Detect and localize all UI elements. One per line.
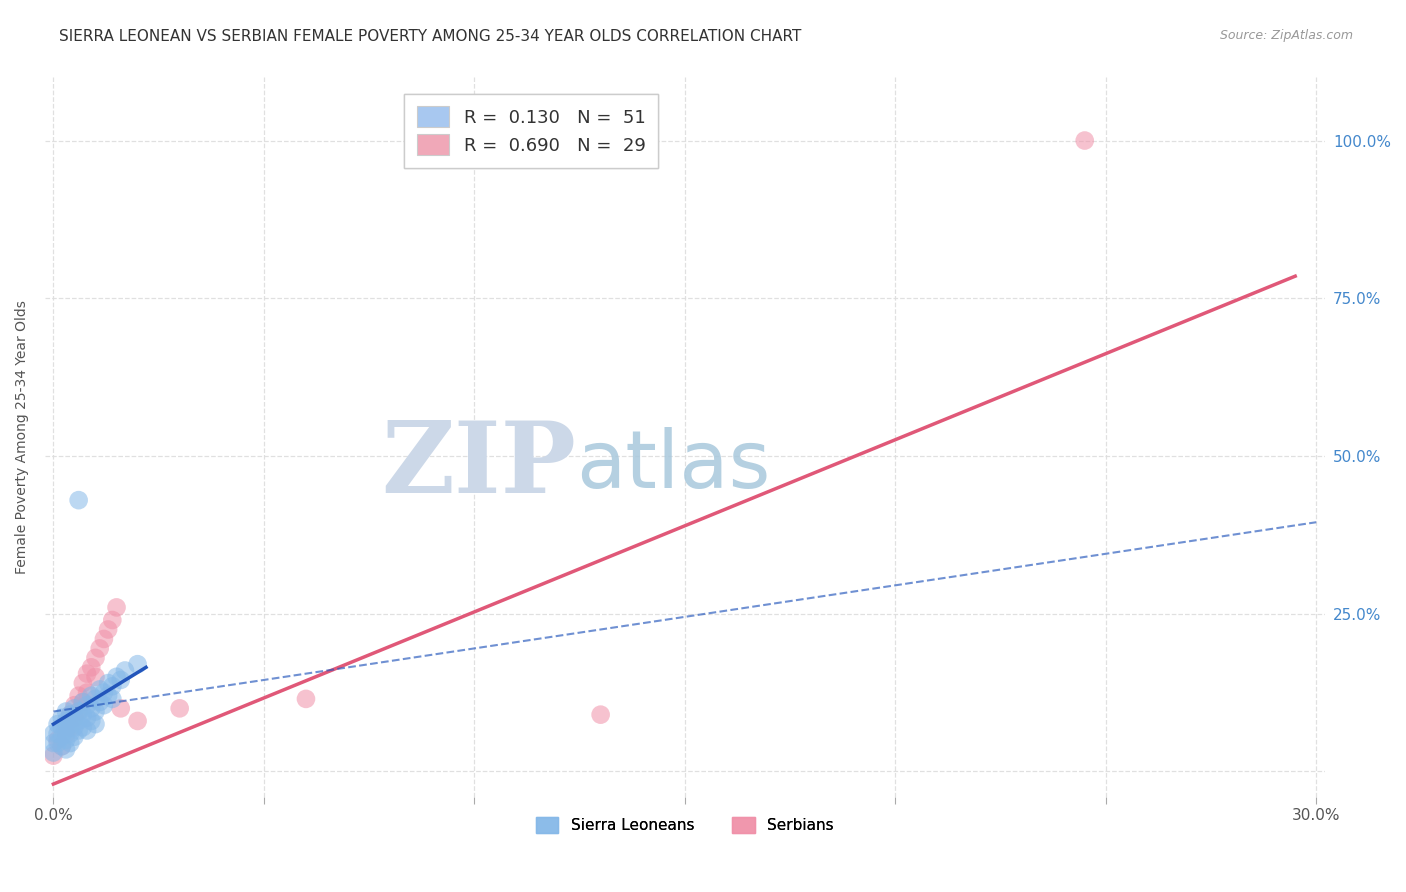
Point <box>55 705 77 719</box>
Point <box>101 692 124 706</box>
Point <box>110 701 132 715</box>
Point <box>59 707 82 722</box>
Point <box>105 600 128 615</box>
Point <box>80 660 103 674</box>
Point <box>63 701 86 715</box>
Point <box>51 739 73 754</box>
Point <box>93 685 115 699</box>
Point <box>59 717 82 731</box>
Text: ZIP: ZIP <box>381 417 576 515</box>
Point <box>84 705 107 719</box>
Point <box>127 714 149 728</box>
Point <box>93 632 115 646</box>
Point <box>89 695 111 709</box>
Point <box>55 732 77 747</box>
Point <box>46 732 69 747</box>
Point <box>63 730 86 744</box>
Point <box>51 739 73 754</box>
Point <box>101 613 124 627</box>
Point <box>97 676 120 690</box>
Point <box>72 720 94 734</box>
Text: SIERRA LEONEAN VS SERBIAN FEMALE POVERTY AMONG 25-34 YEAR OLDS CORRELATION CHART: SIERRA LEONEAN VS SERBIAN FEMALE POVERTY… <box>59 29 801 44</box>
Text: atlas: atlas <box>576 427 770 505</box>
Point <box>46 736 69 750</box>
Point <box>101 679 124 693</box>
Point <box>42 736 65 750</box>
Point <box>89 641 111 656</box>
Point <box>59 707 82 722</box>
Point <box>84 651 107 665</box>
Point <box>59 720 82 734</box>
Point <box>80 701 103 715</box>
Point <box>72 707 94 722</box>
Point <box>114 664 136 678</box>
Point <box>59 726 82 740</box>
Point <box>59 736 82 750</box>
Point <box>63 720 86 734</box>
Point <box>76 666 98 681</box>
Point <box>42 726 65 740</box>
Point <box>84 692 107 706</box>
Point <box>42 748 65 763</box>
Point <box>55 717 77 731</box>
Point <box>1073 134 1095 148</box>
Point <box>295 692 318 706</box>
Point <box>51 711 73 725</box>
Point <box>97 689 120 703</box>
Point <box>105 670 128 684</box>
Point <box>67 705 90 719</box>
Point <box>110 673 132 687</box>
Point <box>76 698 98 713</box>
Point <box>84 670 107 684</box>
Point <box>84 717 107 731</box>
Point <box>51 720 73 734</box>
Point <box>127 657 149 672</box>
Point <box>80 714 103 728</box>
Point <box>51 730 73 744</box>
Point <box>67 714 90 728</box>
Point <box>72 676 94 690</box>
Point <box>46 717 69 731</box>
Point <box>67 493 90 508</box>
Point <box>67 689 90 703</box>
Point <box>55 742 77 756</box>
Point <box>80 689 103 703</box>
Text: Source: ZipAtlas.com: Source: ZipAtlas.com <box>1219 29 1353 42</box>
Point <box>46 726 69 740</box>
Point <box>63 711 86 725</box>
Point <box>72 695 94 709</box>
Point <box>55 723 77 738</box>
Point <box>76 711 98 725</box>
Point <box>589 707 612 722</box>
Point <box>63 711 86 725</box>
Point <box>72 695 94 709</box>
Point <box>67 723 90 738</box>
Y-axis label: Female Poverty Among 25-34 Year Olds: Female Poverty Among 25-34 Year Olds <box>15 300 30 574</box>
Point <box>97 623 120 637</box>
Point <box>93 698 115 713</box>
Point <box>76 723 98 738</box>
Point <box>63 698 86 713</box>
Point <box>169 701 191 715</box>
Point <box>55 714 77 728</box>
Point <box>89 682 111 697</box>
Point <box>76 685 98 699</box>
Point <box>67 705 90 719</box>
Point <box>55 726 77 740</box>
Point <box>42 746 65 760</box>
Legend: Sierra Leoneans, Serbians: Sierra Leoneans, Serbians <box>530 811 841 839</box>
